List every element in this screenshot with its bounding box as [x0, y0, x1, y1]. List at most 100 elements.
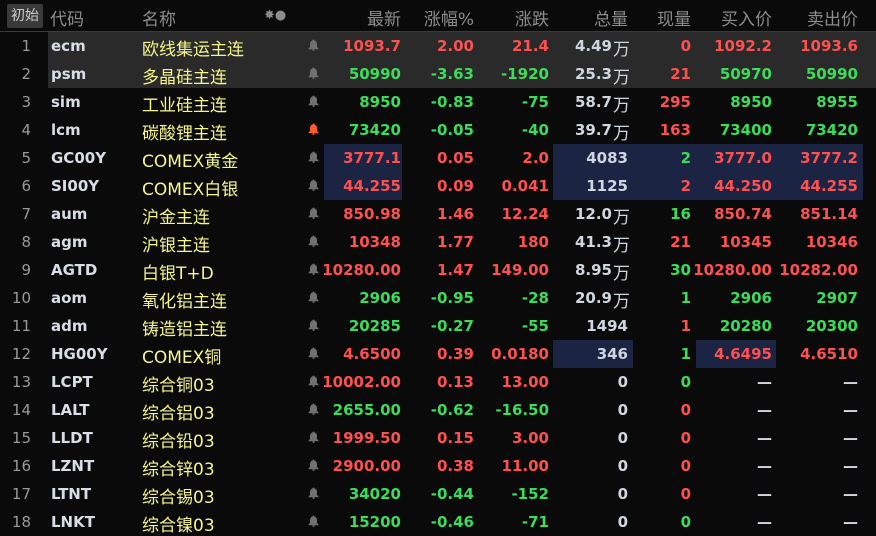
symbol-code: agm	[51, 233, 88, 251]
col-cur[interactable]: 现量	[657, 10, 691, 30]
last-price: 10348	[348, 233, 401, 251]
ask-price: 50990	[805, 65, 858, 83]
total-volume: 0	[617, 457, 628, 475]
table-row[interactable]: 10 aom 氧化铝主连 2906 -0.95 -28 20.9 万 1 2906 2907	[0, 284, 876, 312]
total-volume: 4.49	[574, 37, 612, 55]
symbol-code: LLDT	[51, 429, 93, 447]
alert-bell-icon[interactable]	[308, 179, 319, 191]
alert-bell-icon[interactable]	[308, 403, 319, 415]
table-row[interactable]: 12 HG00Y COMEX铜 4.6500 0.39 0.0180 346 1 4.6495 4…	[0, 340, 876, 368]
alert-bell-icon[interactable]	[308, 487, 319, 499]
alert-bell-icon[interactable]	[308, 515, 319, 527]
bid-price: 4.6495	[714, 345, 772, 363]
alert-bell-icon[interactable]	[308, 319, 319, 331]
alert-bell-icon[interactable]	[308, 291, 319, 303]
change-pct: 0.09	[436, 177, 474, 195]
table-row[interactable]: 8 agm 沪银主连 10348 1.77 180 41.3 万 21 10345 10346	[0, 228, 876, 256]
table-row[interactable]: 4 lcm 碳酸锂主连 73420 -0.05 -40 39.7 万 163 73400 73420	[0, 116, 876, 144]
bid-price: 850.74	[714, 205, 772, 223]
change-pct: -0.95	[430, 289, 474, 307]
highlight-cell	[324, 144, 402, 172]
bid-price: —	[757, 373, 772, 391]
symbol-code: psm	[51, 65, 87, 83]
ask-price: —	[843, 401, 858, 419]
col-chg[interactable]: 涨跌	[515, 10, 549, 30]
table-row[interactable]: 18 LNKT 综合镍03 15200 -0.46 -71 0 0 — —	[0, 508, 876, 536]
reset-button[interactable]: 初始	[7, 4, 43, 28]
table-row[interactable]: 1 ecm 欧线集运主连 1093.7 2.00 21.4 4.49 万 0 1092.2 1093…	[0, 32, 876, 60]
current-volume: 163	[659, 121, 691, 139]
ask-price: 20300	[805, 317, 858, 335]
col-code[interactable]: 代码	[50, 10, 84, 30]
table-row[interactable]: 5 GC00Y COMEX黄金 3777.1 0.05 2.0 4083 2 3777.0 377…	[0, 144, 876, 172]
col-name[interactable]: 名称	[142, 10, 176, 30]
table-row[interactable]: 3 sim 工业硅主连 8950 -0.83 -75 58.7 万 295 8950 8955	[0, 88, 876, 116]
ask-price: 8955	[816, 93, 858, 111]
last-price: 44.255	[343, 177, 401, 195]
symbol-name: 综合铝03	[142, 404, 215, 424]
highlight-cell	[553, 144, 863, 172]
symbol-code: HG00Y	[51, 345, 108, 363]
highlight-cell	[324, 172, 402, 200]
change: -75	[521, 93, 549, 111]
total-volume: 12.0	[574, 205, 612, 223]
ask-price: 10346	[805, 233, 858, 251]
row-index: 15	[11, 429, 31, 447]
row-index: 12	[11, 345, 31, 363]
table-row[interactable]: 15 LLDT 综合铅03 1999.50 0.15 3.00 0 0 — —	[0, 424, 876, 452]
change: -40	[521, 121, 549, 139]
alert-bell-icon[interactable]	[308, 151, 319, 163]
table-row[interactable]: 17 LTNT 综合锡03 34020 -0.44 -152 0 0 — —	[0, 480, 876, 508]
alert-bell-icon[interactable]	[308, 207, 319, 219]
row-index: 7	[21, 205, 31, 223]
last-price: 2655.00	[332, 401, 401, 419]
row-index: 9	[21, 261, 31, 279]
bid-price: 3777.0	[714, 149, 772, 167]
table-row[interactable]: 14 LALT 综合铝03 2655.00 -0.62 -16.50 0 0 — —	[0, 396, 876, 424]
table-row[interactable]: 2 psm 多晶硅主连 50990 -3.63 -1920 25.3 万 21 50970 5099…	[0, 60, 876, 88]
change: -16.50	[495, 401, 549, 419]
highlight-cell	[553, 340, 633, 368]
alert-bell-icon[interactable]	[308, 95, 319, 107]
ask-price: —	[843, 513, 858, 531]
alert-bell-icon[interactable]	[308, 235, 319, 247]
col-bid[interactable]: 买入价	[721, 10, 772, 30]
table-row[interactable]: 6 SI00Y COMEX白银 44.255 0.09 0.041 1125 2 44.250 4…	[0, 172, 876, 200]
table-row[interactable]: 13 LCPT 综合铜03 10002.00 0.13 13.00 0 0 — —	[0, 368, 876, 396]
bid-price: —	[757, 457, 772, 475]
current-volume: 0	[680, 485, 691, 503]
change: -28	[521, 289, 549, 307]
row-index: 4	[21, 121, 31, 139]
ask-price: 851.14	[800, 205, 858, 223]
col-pct[interactable]: 涨幅%	[423, 10, 474, 30]
change-pct: 0.05	[436, 149, 474, 167]
change-pct: -0.46	[430, 513, 474, 531]
alert-bell-icon[interactable]	[308, 263, 319, 275]
bid-price: 10280.00	[693, 261, 772, 279]
table-row[interactable]: 16 LZNT 综合锌03 2900.00 0.38 11.00 0 0 — —	[0, 452, 876, 480]
alert-bell-icon[interactable]	[308, 431, 319, 443]
change: 2.0	[522, 149, 549, 167]
total-volume: 39.7	[574, 121, 612, 139]
ask-price: 2907	[816, 289, 858, 307]
symbol-code: AGTD	[51, 261, 98, 279]
alert-bell-icon[interactable]	[308, 459, 319, 471]
total-volume: 41.3	[574, 233, 612, 251]
settings-icon[interactable]: ✸●	[264, 8, 287, 23]
alert-bell-icon[interactable]	[308, 39, 319, 51]
total-volume: 25.3	[574, 65, 612, 83]
alert-bell-icon[interactable]	[308, 375, 319, 387]
symbol-name: 综合镍03	[142, 516, 215, 536]
col-ask[interactable]: 卖出价	[807, 10, 858, 30]
alert-bell-icon[interactable]	[308, 347, 319, 359]
row-index: 16	[11, 457, 31, 475]
table-row[interactable]: 11 adm 铸造铝主连 20285 -0.27 -55 1494 1 20280 20300	[0, 312, 876, 340]
table-row[interactable]: 7 aum 沪金主连 850.98 1.46 12.24 12.0 万 16 850.74 851.…	[0, 200, 876, 228]
alert-bell-icon[interactable]	[308, 67, 319, 79]
col-vol[interactable]: 总量	[594, 10, 628, 30]
col-last[interactable]: 最新	[367, 10, 401, 30]
alert-bell-icon[interactable]	[308, 123, 319, 135]
volume-unit: 万	[613, 208, 630, 228]
symbol-name: 欧线集运主连	[142, 40, 244, 60]
table-row[interactable]: 9 AGTD 白银T+D 10280.00 1.47 149.00 8.95 万 30 10280…	[0, 256, 876, 284]
